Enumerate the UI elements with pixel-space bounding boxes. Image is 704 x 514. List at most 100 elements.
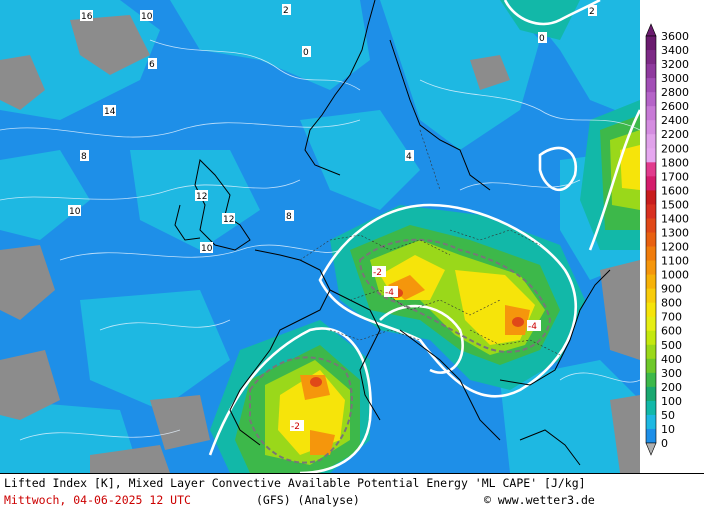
borders <box>299 129 561 356</box>
lifted-index-contours <box>249 238 552 464</box>
li-label: 2 <box>588 5 597 17</box>
caption-model: (GFS) (Analyse) <box>256 493 360 507</box>
legend-tick-label: 700 <box>661 311 682 324</box>
svg-text:2: 2 <box>283 6 289 16</box>
copyright-icon: © <box>484 493 491 507</box>
legend-swatch <box>646 274 656 290</box>
legend-swatch <box>646 232 656 248</box>
legend-arrow-down <box>645 442 657 456</box>
weather-map: 16 10 12 8 14 10 12 10 8 6 4 2 0 -2 -4 2… <box>0 0 640 473</box>
caption-date: Mittwoch, 04-06-2025 12 UTC <box>4 493 191 507</box>
legend-tick-label: 100 <box>661 395 682 408</box>
legend-tick-label: 0 <box>661 437 668 450</box>
svg-text:10: 10 <box>201 244 213 254</box>
li-label: 0 <box>302 46 311 58</box>
isolines <box>0 39 640 441</box>
legend-swatch <box>646 134 656 149</box>
legend-tick-label: 2600 <box>661 100 689 113</box>
svg-text:-2: -2 <box>373 268 382 278</box>
map-canvas: 16 10 12 8 14 10 12 10 8 6 4 2 0 -2 -4 2… <box>0 0 640 473</box>
legend-swatch <box>646 400 656 416</box>
no-data-areas <box>0 15 640 473</box>
legend-swatch <box>646 204 656 219</box>
legend-tick-label: 1500 <box>661 198 689 211</box>
legend-swatch <box>646 148 656 163</box>
legend-swatch <box>646 316 656 332</box>
legend-swatch <box>646 92 656 107</box>
legend-swatch <box>646 190 656 205</box>
svg-text:16: 16 <box>81 12 93 22</box>
legend-swatch <box>646 106 656 121</box>
li-label: -4 <box>384 286 398 298</box>
color-legend: 3600 3400 3200 3000 2800 2600 2400 2200 2000 1800… <box>640 0 704 473</box>
legend-arrow-up <box>645 23 657 37</box>
legend-tick-label: 400 <box>661 353 682 366</box>
copyright-notice[interactable]: © www.wetter3.de <box>484 493 595 507</box>
legend-tick-label: 50 <box>661 409 675 422</box>
legend-tick-label: 600 <box>661 325 682 338</box>
li-label: 2 <box>282 4 291 16</box>
legend-tick-label: 3600 <box>661 30 689 43</box>
svg-text:2: 2 <box>589 7 595 17</box>
legend-tick-label: 10 <box>661 423 675 436</box>
legend-tick-label: 500 <box>661 339 682 352</box>
legend-swatch <box>646 358 656 374</box>
legend-swatch <box>646 36 656 51</box>
svg-text:-4: -4 <box>528 322 537 332</box>
legend-tick-label: 200 <box>661 381 682 394</box>
legend-tick-label: 3200 <box>661 58 689 71</box>
svg-text:6: 6 <box>149 60 155 70</box>
li-label: -4 <box>527 320 541 332</box>
cape-contours <box>208 0 640 473</box>
coastlines <box>174 0 611 466</box>
legend-canvas: 3600340032003000280026002400220020001800… <box>645 23 689 456</box>
lifted-index-labels: 16 10 12 8 14 10 12 10 8 6 4 2 0 -2 -4 2… <box>68 4 597 432</box>
legend-swatch <box>646 288 656 304</box>
legend-swatch <box>646 78 656 93</box>
svg-text:10: 10 <box>141 12 153 22</box>
li-label: 10 <box>200 242 213 254</box>
li-label: 12 <box>195 190 208 202</box>
svg-text:-2: -2 <box>291 422 300 432</box>
li-label: -2 <box>372 266 386 278</box>
legend-swatch <box>646 246 656 262</box>
svg-text:12: 12 <box>223 215 234 225</box>
li-label: 0 <box>538 32 547 44</box>
legend-swatch <box>646 428 656 444</box>
svg-text:0: 0 <box>539 34 545 44</box>
legend-swatch <box>646 302 656 318</box>
svg-text:-4: -4 <box>385 288 394 298</box>
li-label: 14 <box>103 105 116 117</box>
legend-swatch <box>646 50 656 65</box>
legend-tick-label: 1600 <box>661 184 689 197</box>
legend-tick-label: 300 <box>661 367 682 380</box>
copyright-link[interactable]: www.wetter3.de <box>497 493 595 507</box>
li-label: -2 <box>290 420 304 432</box>
legend-tick-label: 1400 <box>661 212 689 225</box>
svg-text:8: 8 <box>286 212 292 222</box>
legend-tick-label: 2200 <box>661 128 689 141</box>
li-label: 10 <box>68 205 81 217</box>
svg-text:4: 4 <box>406 152 412 162</box>
svg-text:12: 12 <box>196 192 207 202</box>
legend-swatch <box>646 372 656 388</box>
legend-swatch <box>646 260 656 276</box>
legend-swatch <box>646 330 656 346</box>
legend-tick-label: 1000 <box>661 269 689 282</box>
li-label: 4 <box>405 150 414 162</box>
legend-swatch <box>646 218 656 233</box>
legend-tick-label: 3400 <box>661 44 689 57</box>
li-label: 8 <box>80 150 89 162</box>
legend-swatch <box>646 386 656 402</box>
legend-swatch <box>646 176 656 191</box>
legend-tick-label: 900 <box>661 283 682 296</box>
legend-swatch <box>646 64 656 79</box>
li-label: 8 <box>285 210 294 222</box>
legend-tick-label: 2800 <box>661 86 689 99</box>
li-label: 12 <box>222 213 235 225</box>
li-label: 16 <box>80 10 93 22</box>
legend-tick-label: 1800 <box>661 156 689 169</box>
svg-text:0: 0 <box>303 48 309 58</box>
legend-tick-label: 3000 <box>661 72 689 85</box>
legend-swatch <box>646 120 656 135</box>
